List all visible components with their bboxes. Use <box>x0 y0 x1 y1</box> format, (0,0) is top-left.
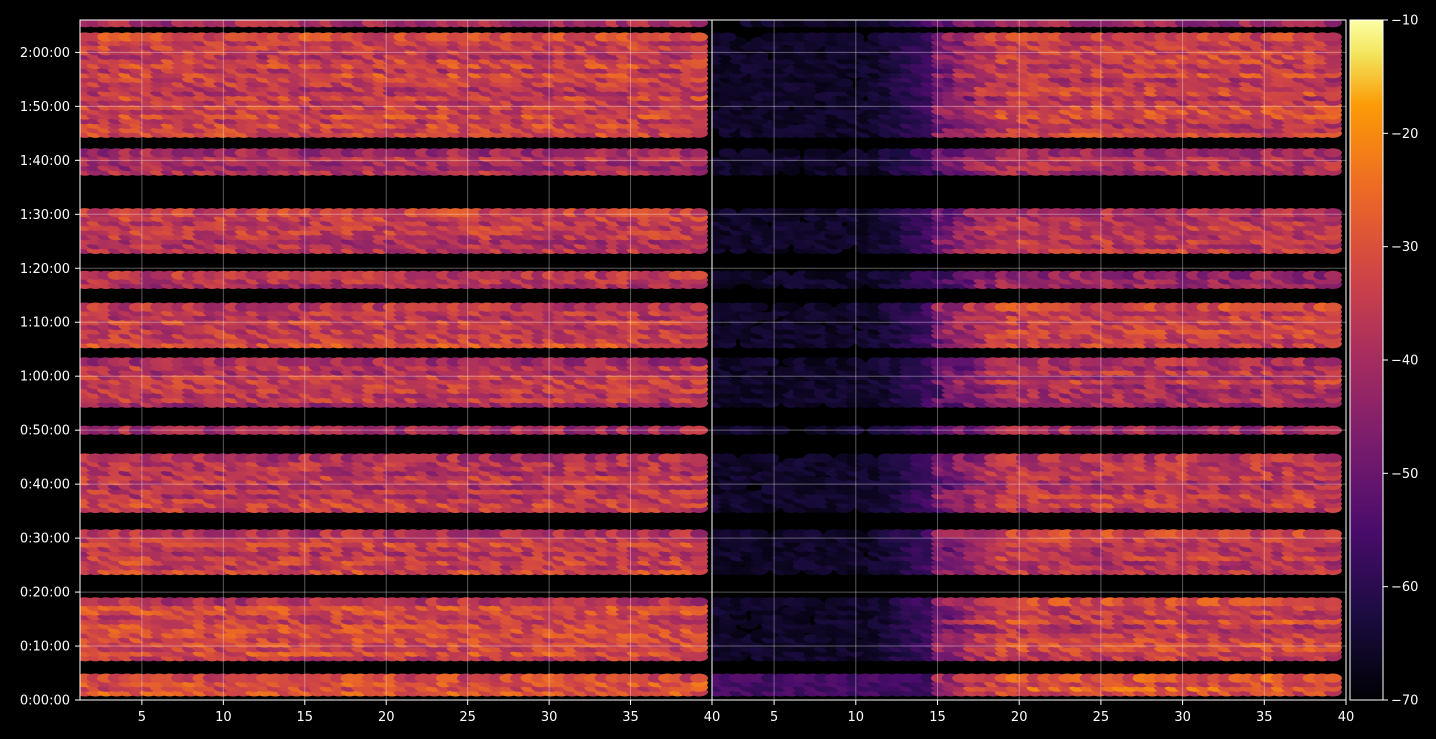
heatmap-cell <box>690 357 708 367</box>
heatmap-cell <box>690 270 708 280</box>
heatmap-cell <box>690 597 708 607</box>
heatmap-cell <box>690 529 708 539</box>
heatmap-cell <box>690 148 708 158</box>
heatmap-cell <box>690 302 708 312</box>
heatmap-panel-left <box>80 20 712 700</box>
heatmap-cell <box>690 453 708 463</box>
heatmap-cell <box>690 208 708 218</box>
panel-left-cells <box>80 20 708 697</box>
heatmap-cell <box>690 673 708 683</box>
